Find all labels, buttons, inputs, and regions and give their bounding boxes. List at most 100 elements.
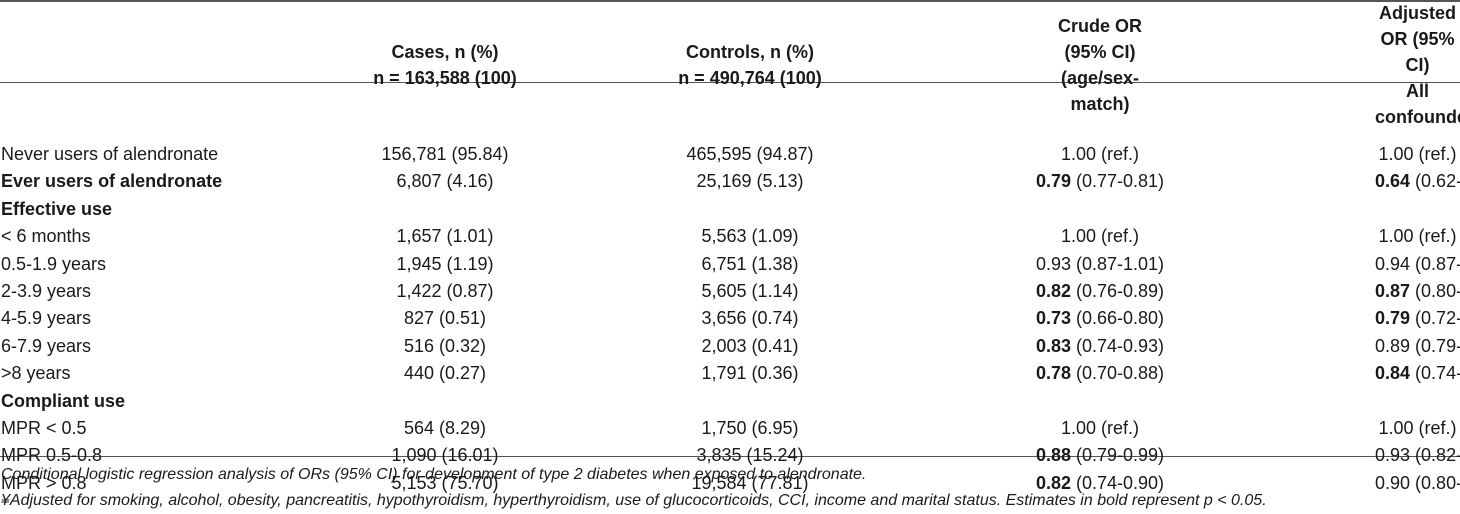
crude-estimate: 0.78 (1035, 363, 1071, 384)
crude-ci: (0.79-0.99) (1070, 445, 1165, 466)
row-label: < 6 months (1, 226, 91, 247)
row-label: Never users of alendronate (1, 144, 219, 164)
crude-or-cell: 0.88 (0.79-0.99) (875, 442, 1165, 469)
crude-ci: (ref.) (1096, 418, 1140, 439)
adjusted-estimate: 0.89 (1375, 335, 1411, 356)
row-label: MPR > 0.8 (1, 472, 87, 493)
row-label: Ever users of alendronate (1, 171, 223, 192)
header-crude-line2: (age/sex-match) (1060, 68, 1140, 114)
controls-cell: 5,605 (1.14) (701, 281, 799, 302)
cases-cell: 1,422 (0.87) (396, 281, 494, 302)
crude-or-cell: 0.82 (0.76-0.89) (875, 278, 1165, 305)
adjusted-estimate: 0.84 (1375, 363, 1411, 384)
section-label: Effective use (1, 198, 113, 219)
bottom-rule (0, 456, 1460, 457)
section-label: Compliant use (1, 390, 126, 411)
crude-estimate: 0.88 (1035, 445, 1071, 466)
adjusted-ci: (ref.) (1413, 144, 1457, 164)
table-row: MPR < 0.5 564 (8.29) 1,750 (6.95) 1.00 (… (0, 415, 1460, 442)
adjusted-ci: (0.79-1.00) (1415, 335, 1460, 356)
adjusted-or-cell: 0.90 (0.80-1.00) (1165, 470, 1460, 497)
adjusted-estimate: 1.00 (1378, 226, 1414, 247)
table-row: MPR 0.5-0.8 1,090 (16.01) 3,835 (15.24) … (0, 442, 1460, 469)
controls-cell: 25,169 (5.13) (696, 171, 804, 192)
cases-cell: 827 (0.51) (403, 308, 487, 329)
table-body: Never users of alendronate 156,781 (95.8… (0, 130, 1460, 497)
header-adjusted-or: Adjusted OR (95% CI) All confounders¥ (1165, 0, 1460, 130)
crude-or-cell: 0.78 (0.70-0.88) (875, 360, 1165, 387)
adjusted-or-cell: 0.79 (0.72-0.88) (1165, 305, 1460, 332)
cases-cell: 1,945 (1.19) (396, 253, 494, 274)
row-label: MPR < 0.5 (1, 418, 87, 439)
cases-cell: 5,153 (75.70) (391, 472, 499, 493)
table-row: Ever users of alendronate 6,807 (4.16) 2… (0, 168, 1460, 195)
adjusted-ci: (0.62-0.66) (1415, 171, 1460, 192)
adjusted-or-cell: 0.87 (0.80-0.95) (1165, 278, 1460, 305)
header-crude-or: Crude OR (95% CI) (age/sex-match) (875, 0, 1165, 130)
adjusted-estimate: 1.00 (1378, 144, 1414, 164)
header-controls: Controls, n (%) n = 490,764 (100) (585, 0, 875, 130)
header-controls-line2: n = 490,764 (100) (678, 68, 822, 88)
crude-or-cell: 0.79 (0.77-0.81) (875, 168, 1165, 195)
adjusted-or-cell: 0.93 (0.82-1.05) (1165, 442, 1460, 469)
table-row: >8 years 440 (0.27) 1,791 (0.36) 0.78 (0… (0, 360, 1460, 387)
controls-cell: 5,563 (1.09) (701, 226, 799, 247)
crude-ci: (0.76-0.89) (1070, 281, 1165, 302)
adjusted-estimate: 1.00 (1378, 418, 1414, 439)
adjusted-ci: (0.80-0.95) (1415, 281, 1460, 302)
header-cases: Cases, n (%) n = 163,588 (100) (295, 0, 585, 130)
crude-ci: (0.87-1.01) (1070, 253, 1165, 274)
crude-or-cell: 0.73 (0.66-0.80) (875, 305, 1165, 332)
crude-estimate: 0.82 (1035, 472, 1071, 493)
row-label: 2-3.9 years (1, 281, 92, 302)
controls-cell: 6,751 (1.38) (701, 253, 799, 274)
adjusted-or-cell: 0.94 (0.87-1.02) (1165, 251, 1460, 278)
header-rule (0, 82, 1460, 83)
controls-cell: 465,595 (94.87) (686, 144, 814, 164)
crude-ci: (0.74-0.93) (1070, 335, 1165, 356)
adjusted-estimate: 0.94 (1375, 253, 1411, 274)
adjusted-estimate: 0.93 (1375, 445, 1411, 466)
crude-ci: (0.66-0.80) (1070, 308, 1165, 329)
crude-estimate: 0.83 (1035, 335, 1071, 356)
crude-or-cell: 1.00 (ref.) (875, 130, 1165, 168)
adjusted-ci: (0.74-0.95) (1415, 363, 1460, 384)
crude-estimate: 0.79 (1035, 171, 1071, 192)
cases-cell: 1,657 (1.01) (396, 226, 494, 247)
cases-cell: 156,781 (95.84) (381, 144, 509, 164)
crude-ci: (0.77-0.81) (1070, 171, 1165, 192)
row-label: 4-5.9 years (1, 308, 92, 329)
crude-estimate: 0.73 (1035, 308, 1071, 329)
crude-ci: (ref.) (1096, 144, 1140, 164)
crude-or-cell: 0.93 (0.87-1.01) (875, 251, 1165, 278)
header-adjusted-line2: All confounders¥ (1375, 81, 1460, 127)
controls-cell: 2,003 (0.41) (701, 335, 799, 356)
controls-cell: 19,584 (77.81) (691, 472, 809, 493)
cases-cell: 516 (0.32) (403, 335, 487, 356)
adjusted-or-cell: 0.64 (0.62-0.66) (1165, 168, 1460, 195)
adjusted-ci: (0.80-1.00) (1415, 472, 1460, 493)
crude-ci: (0.70-0.88) (1070, 363, 1165, 384)
adjusted-estimate: 0.79 (1375, 308, 1411, 329)
controls-cell: 3,656 (0.74) (701, 308, 799, 329)
header-controls-line1: Controls, n (%) (686, 42, 814, 62)
section-row: Compliant use (0, 388, 1460, 415)
adjusted-or-cell: 0.89 (0.79-1.00) (1165, 333, 1460, 360)
table-row: < 6 months 1,657 (1.01) 5,563 (1.09) 1.0… (0, 223, 1460, 250)
crude-ci: (0.74-0.90) (1070, 472, 1165, 493)
crude-or-cell: 1.00 (ref.) (875, 223, 1165, 250)
adjusted-estimate: 0.90 (1375, 472, 1411, 493)
adjusted-or-cell: 1.00 (ref.) (1165, 223, 1460, 250)
table-row: 2-3.9 years 1,422 (0.87) 5,605 (1.14) 0.… (0, 278, 1460, 305)
adjusted-ci: (0.82-1.05) (1415, 445, 1460, 466)
crude-estimate: 1.00 (1060, 418, 1097, 439)
header-blank (0, 0, 295, 130)
adjusted-or-cell: 0.84 (0.74-0.95) (1165, 360, 1460, 387)
crude-estimate: 0.93 (1035, 253, 1071, 274)
controls-cell: 3,835 (15.24) (696, 445, 804, 466)
adjusted-or-cell: 1.00 (ref.) (1165, 130, 1460, 168)
table-row: MPR > 0.8 5,153 (75.70) 19,584 (77.81) 0… (0, 470, 1460, 497)
section-row: Effective use (0, 196, 1460, 223)
crude-estimate: 0.82 (1035, 281, 1071, 302)
adjusted-ci: (0.87-1.02) (1415, 253, 1460, 274)
